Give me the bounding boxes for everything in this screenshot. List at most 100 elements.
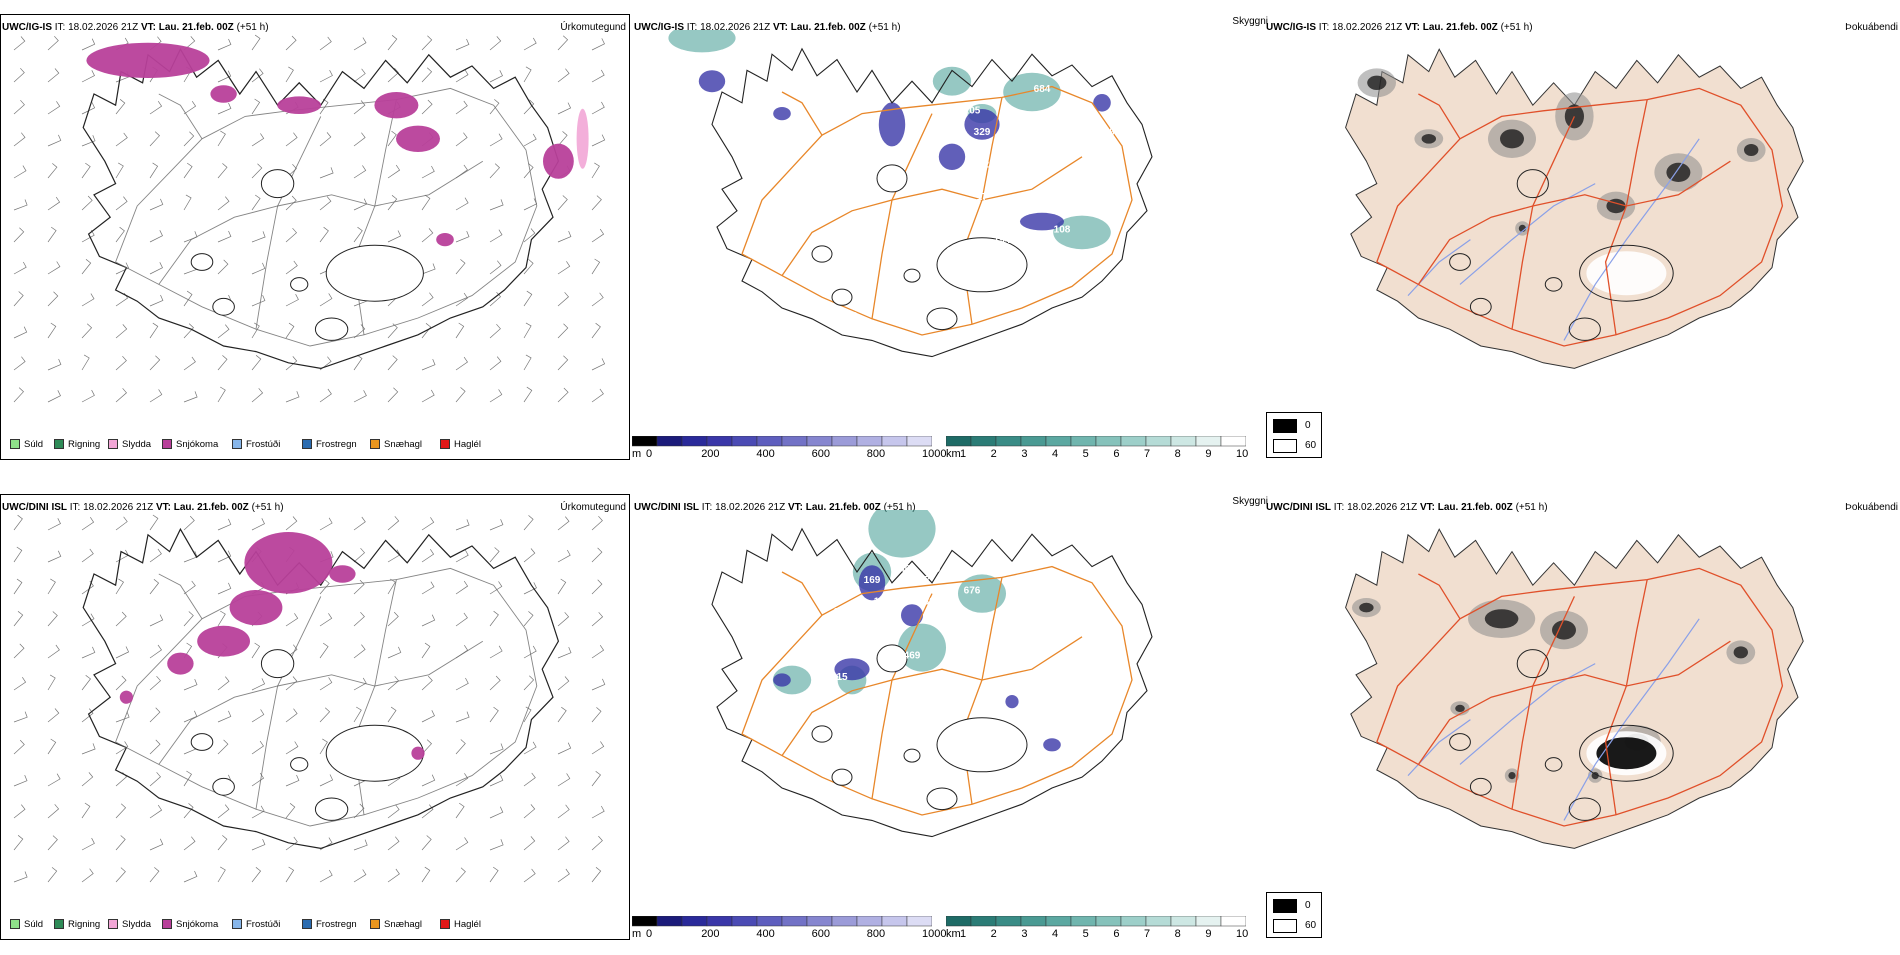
wind-barb [489,291,501,307]
ceiling-label: 169 [864,575,881,586]
colorbar-tick: 2 [990,448,997,460]
legend-swatch [370,439,380,449]
legend-item-snæhagl: Snæhagl [370,919,422,930]
legend-label: Snæhagl [384,439,423,450]
legend-label: Rigning [68,439,101,450]
sleet-patch [576,108,589,169]
wind-barb [591,258,601,275]
wind-barb [183,580,196,595]
model-name: UWC/DINI ISL [634,502,699,513]
road-0 [115,567,538,827]
wind-barb [47,134,62,147]
glacier-1 [876,644,908,673]
colorbar-tick: 4 [1052,448,1059,460]
legend-label: Snjókoma [176,919,219,930]
wind-barb [149,707,161,723]
colorbar-tick: 8 [1174,928,1181,940]
wind-barb [285,836,298,851]
lead-time: (+51 h) [868,22,901,33]
wind-barb [353,839,368,851]
wind-barb [421,99,433,115]
wind-barb [81,548,94,563]
glacier-5 [1544,277,1563,292]
fog-scale-box: 0 60 [1266,892,1322,938]
wind-barb [421,292,434,307]
ceiling-label: 15 [836,672,848,683]
wind-barb [285,803,296,819]
iceland-land [1345,48,1804,369]
colorbar-tick: 5 [1082,928,1089,940]
legend-label: Snæhagl [384,919,423,930]
glacier-2 [811,725,833,743]
wind-barb [387,195,398,211]
fog-core-6 [1744,144,1759,156]
wind-barb [81,646,96,659]
wind-barb [591,547,603,563]
colorbar-cell [631,915,658,927]
colorbar-ramp [945,915,1247,927]
colorbar-cell [1145,435,1172,447]
wind-barb [149,131,160,147]
wind-barb [285,227,297,243]
wind-barb [149,262,163,275]
panel-frame [0,494,630,940]
wind-barb [217,866,226,883]
colorbar-cell [806,435,833,447]
panel-header: UWC/IG-IS IT: 18.02.2026 21Z VT: Lau. 21… [1266,22,1533,33]
wind-barb [455,322,465,339]
wind-barb [353,37,367,51]
legend-item-frostregn: Frostregn [302,919,357,930]
wind-barb [353,226,363,243]
wind-barb [81,802,91,819]
wind-barb [319,226,329,243]
wind-barb [251,34,261,51]
legend-item-frostregn: Frostregn [302,439,357,450]
colorbar-cell [681,915,708,927]
vt-value: Lau. 21.feb. 00Z [158,22,234,33]
legend-label: Súld [24,919,44,930]
wind-barb [557,549,571,563]
it-value: 18.02.2026 21Z [715,502,786,513]
road-0 [1376,87,1784,347]
wind-barb [115,226,125,243]
wind-barb [319,869,333,883]
glacier-1 [260,169,295,199]
wind-barb [149,355,161,371]
wind-barb [489,743,504,755]
glacier-1 [1516,169,1549,199]
wind-barb [149,739,161,755]
colorbar-ramp [631,915,933,927]
wind-barb [251,355,262,371]
wind-barb [251,322,260,339]
wind-barb [591,322,601,339]
legend-swatch [440,439,450,449]
wind-barb [591,195,602,211]
colorbar-unit: km [946,448,961,460]
ceiling-area-2 [901,604,923,627]
wind-barb [115,675,127,691]
wind-barb [149,548,162,563]
ceiling-label: 684 [1034,84,1051,95]
model-name: UWC/IG-IS [634,22,684,33]
wind-barb [455,519,470,531]
wind-barb [523,386,533,403]
wind-barb [251,98,261,115]
vis-area-1 [932,66,972,96]
wind-barb [47,390,61,403]
ceiling-label: 10 [766,694,778,705]
colorbar-tick: 9 [1205,928,1212,940]
wind-barb [285,774,300,787]
wind-barb [319,132,332,147]
wind-barb [115,388,127,403]
wind-barb [47,291,59,307]
wind-barb [421,804,434,819]
wind-barb [353,644,366,659]
wind-barb [319,196,332,211]
colorbar-unit: km [946,928,961,940]
wind-barb [149,804,163,819]
glacier-2 [1449,253,1471,271]
wind-barb [523,772,536,787]
colorbar-cell [856,915,883,927]
wind-barb [149,389,163,403]
